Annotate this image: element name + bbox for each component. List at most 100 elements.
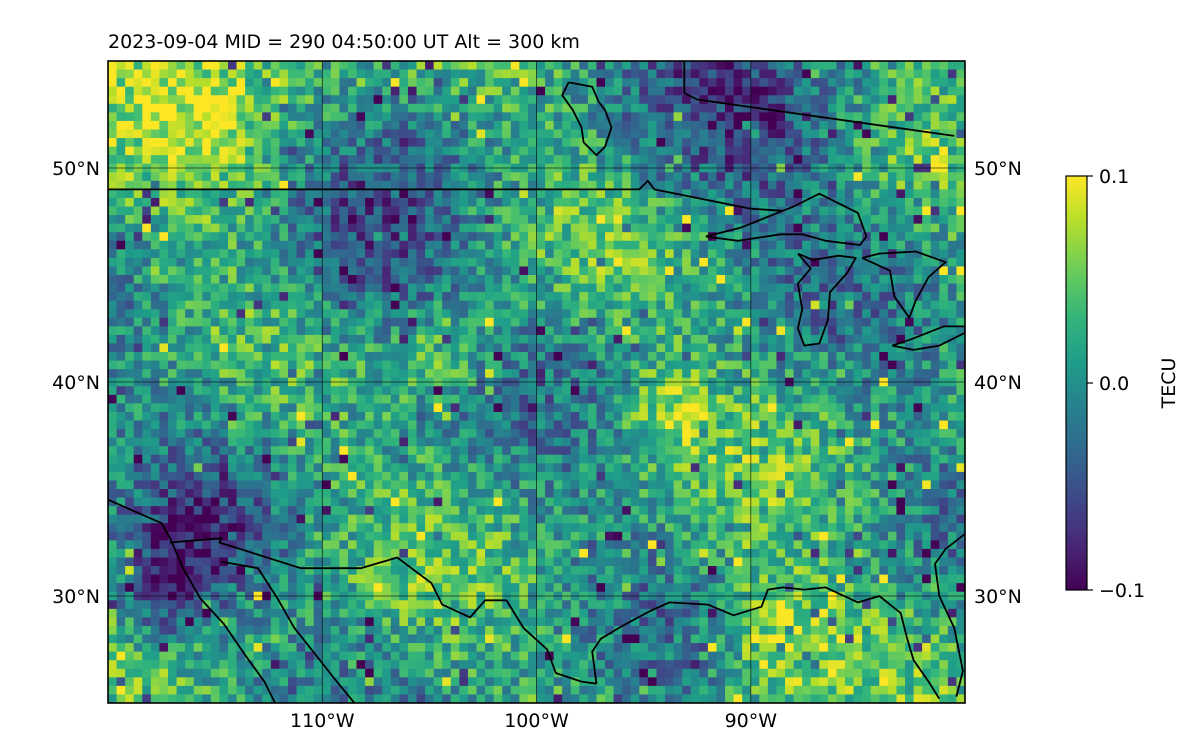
field-cell <box>176 300 186 310</box>
field-cell <box>570 215 580 225</box>
field-cell <box>750 257 760 268</box>
field-cell <box>347 189 358 199</box>
field-cell <box>125 172 135 182</box>
field-cell <box>142 317 152 327</box>
field-cell <box>339 369 349 379</box>
field-cell <box>776 429 786 439</box>
field-cell <box>347 394 358 404</box>
field-cell <box>630 292 640 302</box>
field-cell <box>596 249 606 259</box>
field-cell <box>193 437 203 447</box>
field-cell <box>485 446 495 456</box>
field-cell <box>776 326 786 336</box>
field-cell <box>167 240 178 250</box>
field-cell <box>562 69 572 79</box>
field-cell <box>185 283 195 293</box>
field-cell <box>116 61 126 71</box>
field-cell <box>356 232 366 242</box>
field-cell <box>605 369 615 379</box>
field-cell <box>485 343 495 353</box>
field-cell <box>322 266 332 276</box>
field-cell <box>476 437 486 447</box>
field-cell <box>639 189 649 199</box>
field-cell <box>416 223 426 233</box>
field-cell <box>596 411 606 422</box>
field-cell <box>887 78 898 88</box>
field-cell <box>853 95 863 105</box>
field-cell <box>485 197 495 208</box>
field-cell <box>347 309 358 319</box>
field-cell <box>870 266 880 276</box>
field-cell <box>939 240 949 250</box>
field-cell <box>390 180 400 190</box>
field-cell <box>407 249 418 259</box>
field-cell <box>896 206 906 216</box>
field-cell <box>656 146 666 156</box>
field-cell <box>150 257 161 268</box>
field-cell <box>947 454 958 464</box>
field-cell <box>922 454 932 464</box>
field-cell <box>236 292 246 302</box>
field-cell <box>142 369 152 379</box>
field-cell <box>493 155 503 165</box>
field-cell <box>939 437 949 447</box>
field-cell <box>253 180 263 190</box>
field-cell <box>116 232 126 242</box>
field-cell <box>339 223 349 233</box>
field-cell <box>793 69 803 79</box>
field-cell <box>802 300 812 310</box>
field-cell <box>476 249 486 259</box>
field-cell <box>587 403 598 413</box>
field-cell <box>913 129 923 139</box>
field-cell <box>613 180 623 190</box>
field-cell <box>793 360 803 370</box>
field-cell <box>245 292 255 302</box>
field-cell <box>167 138 178 148</box>
field-cell <box>108 223 118 233</box>
field-cell <box>947 146 958 156</box>
field-cell <box>656 309 666 319</box>
field-cell <box>202 352 212 362</box>
field-cell <box>707 95 718 105</box>
field-cell <box>639 78 649 88</box>
field-cell <box>896 232 906 242</box>
field-cell <box>450 95 460 105</box>
field-cell <box>510 454 520 464</box>
field-cell <box>956 403 965 413</box>
field-cell <box>785 138 795 148</box>
field-cell <box>407 403 418 413</box>
field-cell <box>665 189 675 199</box>
field-cell <box>725 69 735 79</box>
field-cell <box>167 120 178 131</box>
field-cell <box>527 352 538 362</box>
field-cell <box>699 78 709 88</box>
field-cell <box>108 120 118 131</box>
field-cell <box>185 394 195 404</box>
field-cell <box>939 232 949 242</box>
field-cell <box>116 249 126 259</box>
field-cell <box>185 386 195 396</box>
field-cell <box>502 463 512 473</box>
field-cell <box>810 369 820 379</box>
field-cell <box>253 61 263 71</box>
field-cell <box>922 446 932 456</box>
field-cell <box>313 138 323 148</box>
field-cell <box>227 437 238 447</box>
field-cell <box>510 155 520 165</box>
field-cell <box>733 138 743 148</box>
field-cell <box>870 95 880 105</box>
field-cell <box>450 420 460 430</box>
field-cell <box>245 369 255 379</box>
field-cell <box>682 266 692 276</box>
field-cell <box>905 103 915 113</box>
field-cell <box>339 112 349 122</box>
field-cell <box>527 429 538 439</box>
field-cell <box>510 446 520 456</box>
field-cell <box>896 120 906 131</box>
field-cell <box>125 437 135 447</box>
field-cell <box>785 78 795 88</box>
field-cell <box>827 240 838 250</box>
field-cell <box>553 343 563 353</box>
field-cell <box>116 197 126 208</box>
field-cell <box>356 334 366 345</box>
